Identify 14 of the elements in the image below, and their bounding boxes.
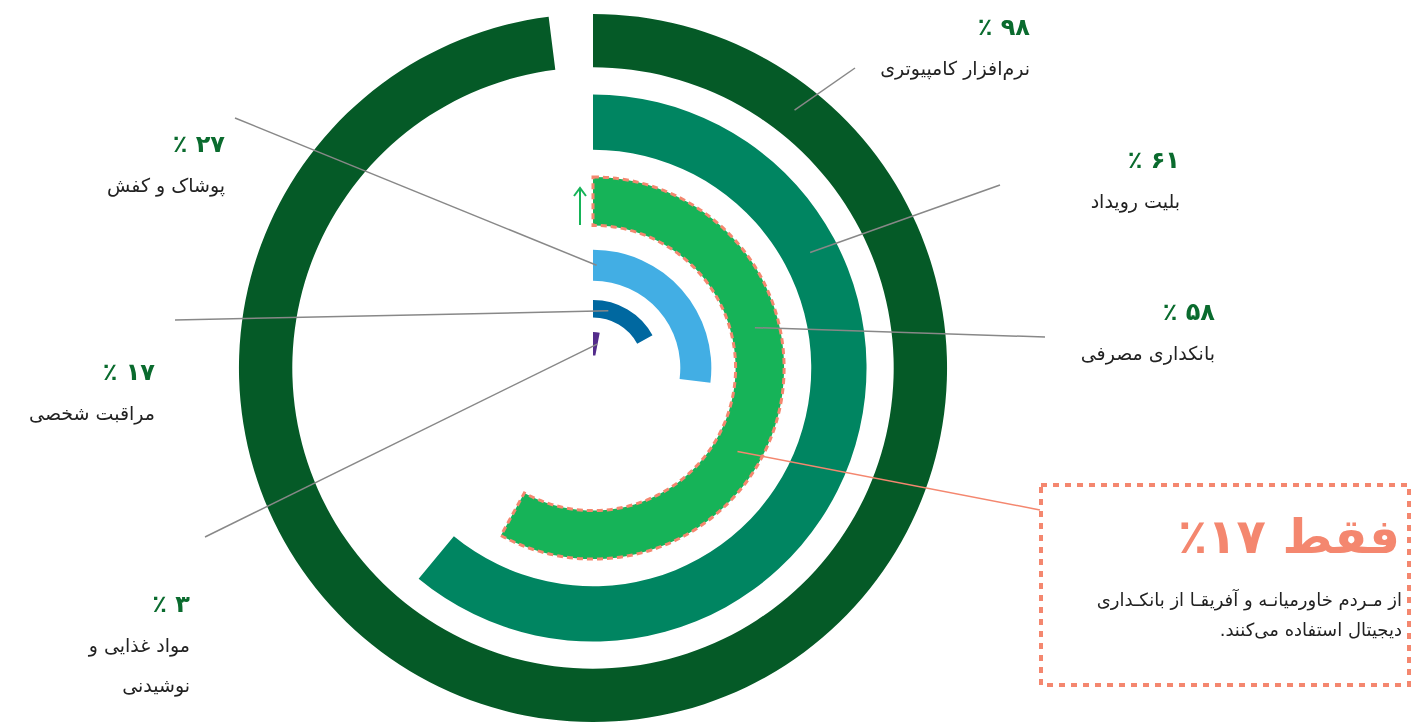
- category-label: پوشاک و کفش: [107, 174, 225, 197]
- data-label: ۶۱ ٪: [1127, 146, 1180, 174]
- data-label: ۱۷ ٪: [102, 358, 156, 386]
- text: از مـردم خاورمیانـه و آفریقـا از بانکـداری دیجیتال استفاده می‌کنند.: [1095, 588, 1402, 642]
- data-label: ۲۷ ٪: [172, 130, 226, 158]
- category-label: مراقبت شخصی: [29, 402, 155, 425]
- category-label: مواد غذایی و نوشیدنی: [87, 634, 190, 697]
- category-label: نرم‌افزار کامپیوتری: [880, 57, 1030, 80]
- category-label: بلیت رویداد: [1090, 190, 1180, 213]
- text: فقط ۱۷٪: [1178, 508, 1400, 564]
- data-label: ۳ ٪: [152, 590, 191, 618]
- category-label: بانکداری مصرفی: [1080, 342, 1215, 365]
- data-label: ۵۸ ٪: [1162, 298, 1216, 326]
- data-label: ۹۸ ٪: [977, 13, 1031, 41]
